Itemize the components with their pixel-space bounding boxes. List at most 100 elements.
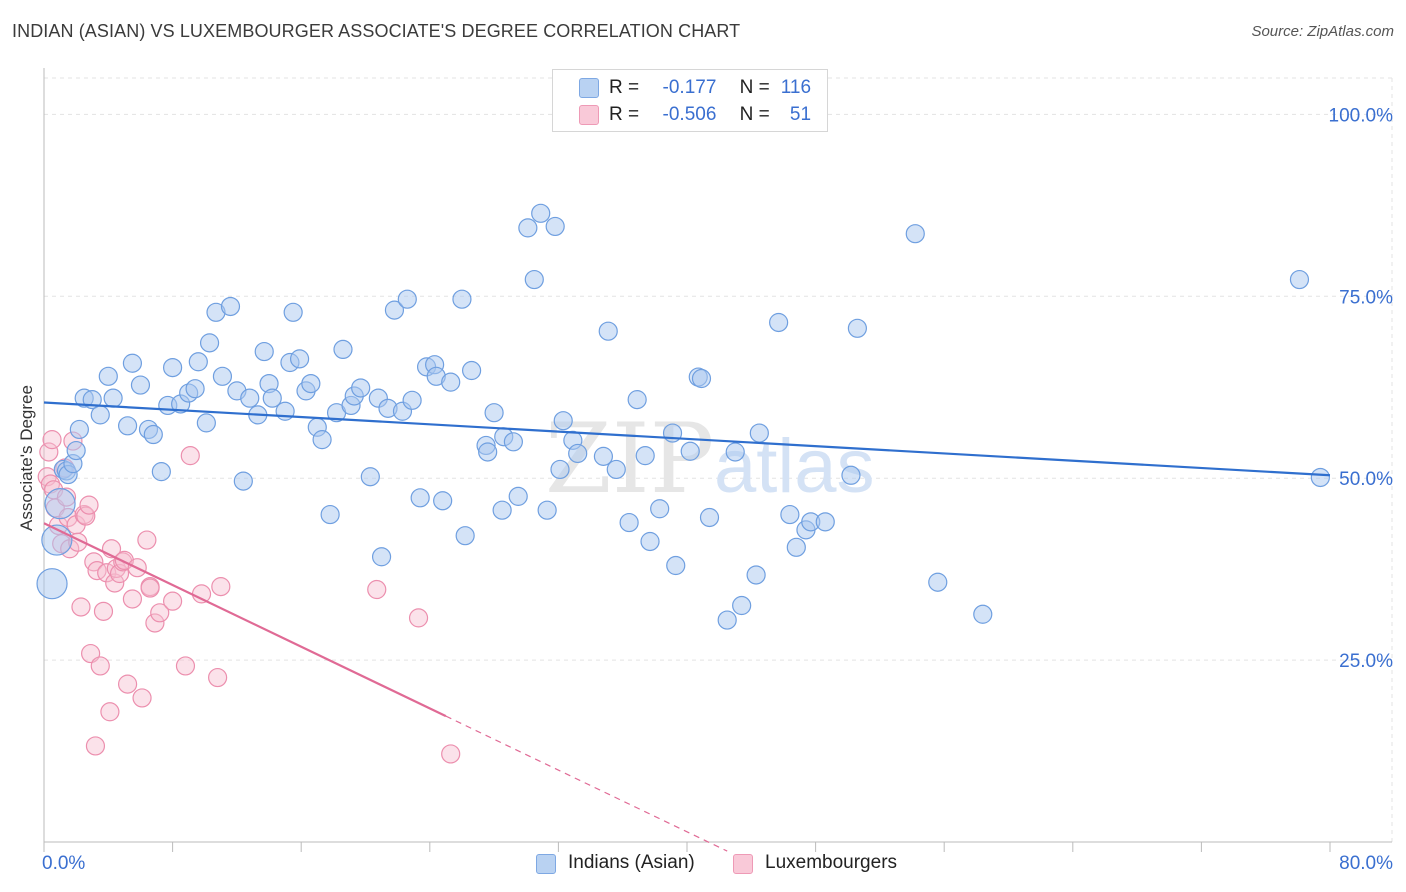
indians-asian-point (433, 491, 453, 511)
indians-asian-point (928, 572, 948, 592)
indians-asian-point (283, 302, 303, 322)
indians-asian-point (36, 568, 68, 600)
indians-asian-point (769, 312, 789, 333)
legend-swatch-blue (579, 78, 599, 98)
luxembourgers-point (132, 688, 152, 708)
indians-asian-point (635, 446, 655, 466)
indians-asian-point (151, 462, 171, 482)
indians-asian-point (455, 526, 475, 546)
indians-asian-point (441, 372, 461, 392)
axes (43, 68, 1392, 852)
legend-n-value: 51 (789, 104, 812, 125)
indians-asian-point (518, 218, 538, 238)
luxembourgers-point (117, 674, 138, 694)
indians-asian-point (199, 333, 220, 353)
indians-asian-point (524, 269, 544, 290)
indians-asian-point (699, 507, 720, 528)
indians-asian-point (973, 604, 993, 624)
indians-asian-point (360, 467, 380, 487)
indians-asian-point (103, 388, 123, 408)
luxembourgers-point (211, 577, 231, 597)
y-tick-label: 100.0% (1329, 105, 1394, 126)
indians-asian-point (371, 547, 392, 567)
tick-labels: 25.0% 50.0% 75.0% 100.0% 0.0% 80.0% (42, 105, 1393, 874)
indians-asian-point (503, 432, 523, 452)
luxembourgers-point (163, 591, 183, 611)
correlation-legend: R = -0.177 N = 116 R = -0.506 N = 51 (552, 69, 828, 132)
luxembourgers-point (76, 506, 96, 526)
luxembourgers-point (39, 442, 59, 462)
indians-asian-point (117, 416, 138, 436)
indians-asian-point (484, 403, 504, 423)
indians-asian-point (122, 353, 143, 373)
indians-asian-point (69, 419, 89, 440)
indians-asian-point (749, 423, 769, 443)
indians-asian-point (1289, 269, 1310, 290)
indians-asian-point (254, 341, 274, 362)
luxembourgers-point (90, 656, 110, 676)
x-tick-label: 0.0% (42, 853, 85, 874)
indians-asian-point (402, 390, 422, 410)
indians-asian-point (44, 488, 76, 520)
indians-asian-point (220, 296, 241, 317)
indians-asian-point (90, 405, 110, 425)
luxembourgers-point (42, 430, 62, 450)
luxembourgers-trend-extension (445, 715, 728, 852)
indians-asian-point (531, 203, 551, 223)
luxembourgers-point (105, 573, 125, 593)
indians-asian-point (780, 504, 800, 525)
indians-asian-point (746, 565, 766, 585)
indians-asian-point (568, 443, 588, 464)
indians-asian-point (815, 512, 835, 532)
indians-asian-point (98, 366, 118, 386)
y-tick-label: 75.0% (1339, 287, 1393, 308)
legend-label-luxembourgers: Luxembourgers (765, 852, 898, 873)
indians-asian-point (593, 446, 614, 466)
indians-asian-point (650, 499, 670, 519)
y-axis-label: Associate's Degree (17, 385, 36, 531)
luxembourgers-point (367, 579, 387, 600)
indians-asian-point (262, 388, 282, 408)
legend-n-value: 116 (780, 77, 812, 98)
indians-asian-point (550, 459, 570, 480)
luxembourgers-point (79, 495, 99, 515)
indians-asian-point (732, 595, 752, 616)
indians-asian-point (905, 224, 925, 244)
luxembourgers-point (408, 608, 429, 628)
indians-asian-point (717, 610, 737, 630)
indians-asian-point (185, 379, 205, 399)
indians-asian-point (188, 352, 208, 372)
legend-swatch-pink (733, 854, 753, 874)
chart-title: INDIAN (ASIAN) VS LUXEMBOURGER ASSOCIATE… (12, 21, 741, 41)
indians-asian-point (666, 555, 686, 576)
indians-asian-point (847, 318, 867, 338)
y-tick-label: 50.0% (1339, 469, 1393, 490)
y-tick-label: 25.0% (1339, 651, 1393, 672)
luxembourgers-point (100, 702, 120, 722)
indians-asian-point (725, 442, 745, 462)
indians-asian-point (508, 486, 528, 506)
indians-asian-point (196, 413, 216, 433)
indians-asian-point (452, 289, 472, 309)
indians-asian-point (240, 388, 260, 408)
indians-asian-point (841, 465, 861, 485)
indians-asian-point (1310, 467, 1330, 488)
legend-n-label: N = (739, 77, 770, 98)
indians-asian-point (627, 390, 647, 410)
luxembourgers-point (208, 667, 228, 688)
luxembourgers-point (140, 578, 160, 598)
luxembourgers-trend-line (43, 522, 447, 718)
source-label: Source: ZipAtlas.com (1251, 23, 1394, 40)
indians-asian-point (537, 500, 557, 520)
indians-asian-point (397, 289, 417, 309)
indians-asian-point (640, 531, 660, 552)
indians-asian-point (553, 411, 573, 431)
indians-asian-point (66, 440, 86, 461)
indians-asian-point (212, 366, 233, 386)
indians-trend-line (43, 401, 1331, 477)
indians-asian-point (289, 349, 310, 369)
luxembourgers-point (191, 584, 212, 604)
indians-asian-point (691, 368, 712, 389)
luxembourgers-point (175, 656, 196, 676)
